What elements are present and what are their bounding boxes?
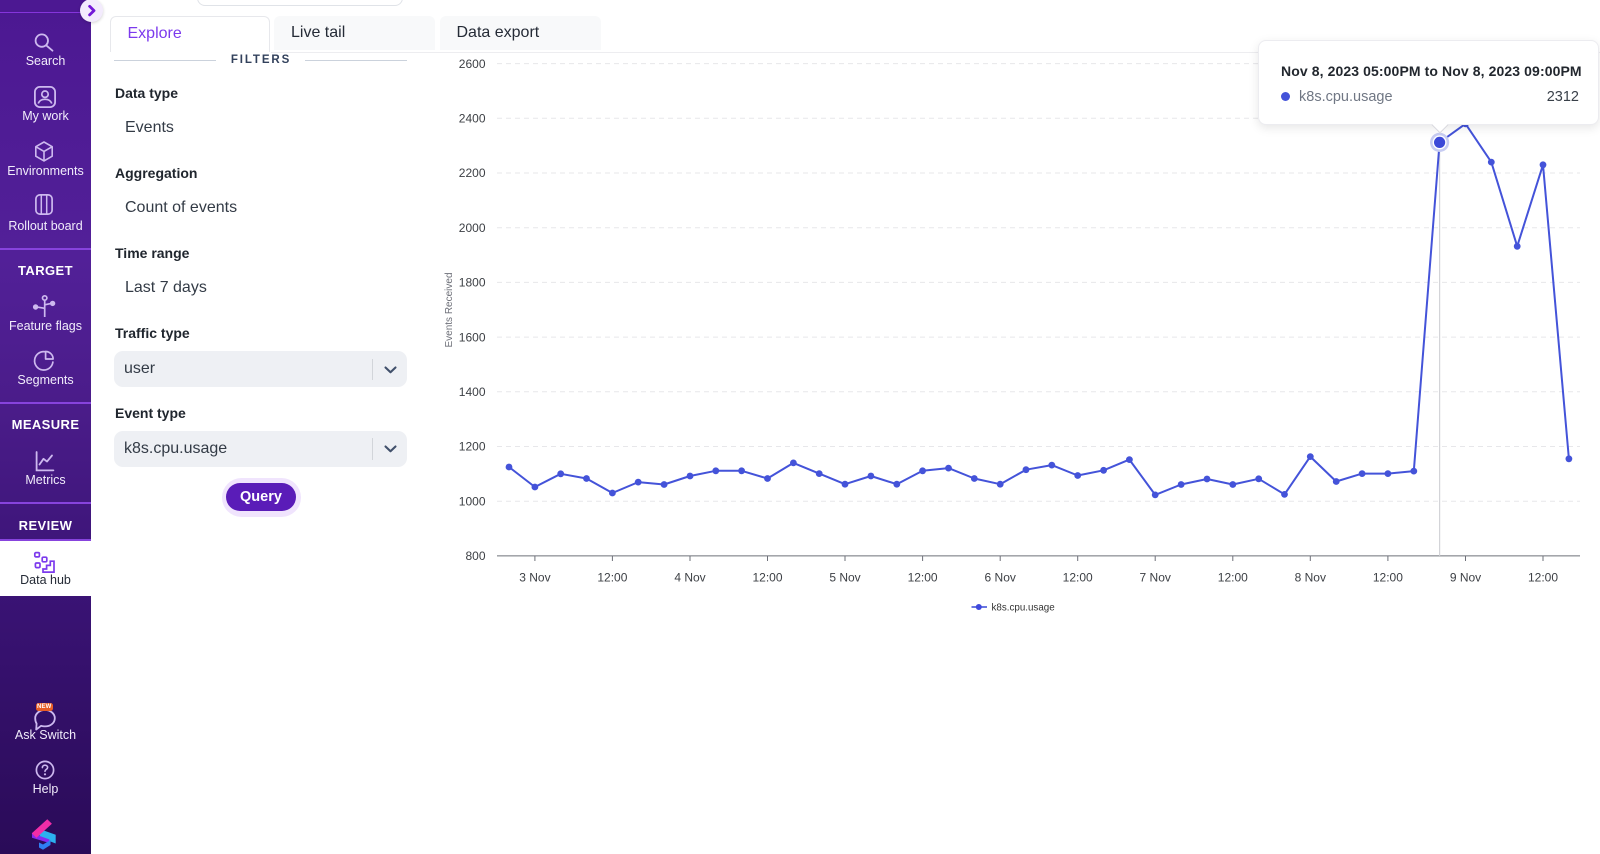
svg-text:12:00: 12:00 [1373,571,1403,585]
svg-text:1000: 1000 [459,494,486,508]
svg-text:12:00: 12:00 [908,571,938,585]
svg-text:1600: 1600 [459,330,486,344]
svg-text:2200: 2200 [459,166,486,180]
svg-text:6 Nov: 6 Nov [985,571,1016,585]
svg-text:12:00: 12:00 [1528,571,1558,585]
svg-text:12:00: 12:00 [752,571,782,585]
svg-text:3 Nov: 3 Nov [519,571,550,585]
svg-text:2600: 2600 [459,57,486,71]
svg-text:12:00: 12:00 [1063,571,1093,585]
svg-text:2000: 2000 [459,221,486,235]
svg-text:1800: 1800 [459,276,486,290]
svg-text:1400: 1400 [459,385,486,399]
svg-text:12:00: 12:00 [1218,571,1248,585]
svg-text:9 Nov: 9 Nov [1450,571,1481,585]
svg-text:Events Received: Events Received [444,272,455,347]
svg-text:2400: 2400 [459,112,486,126]
svg-text:k8s.cpu.usage: k8s.cpu.usage [992,603,1056,614]
svg-text:7 Nov: 7 Nov [1140,571,1171,585]
svg-text:800: 800 [465,549,485,563]
svg-text:4 Nov: 4 Nov [674,571,705,585]
svg-text:8 Nov: 8 Nov [1295,571,1326,585]
svg-text:12:00: 12:00 [597,571,627,585]
svg-text:5 Nov: 5 Nov [829,571,860,585]
svg-text:1200: 1200 [459,440,486,454]
